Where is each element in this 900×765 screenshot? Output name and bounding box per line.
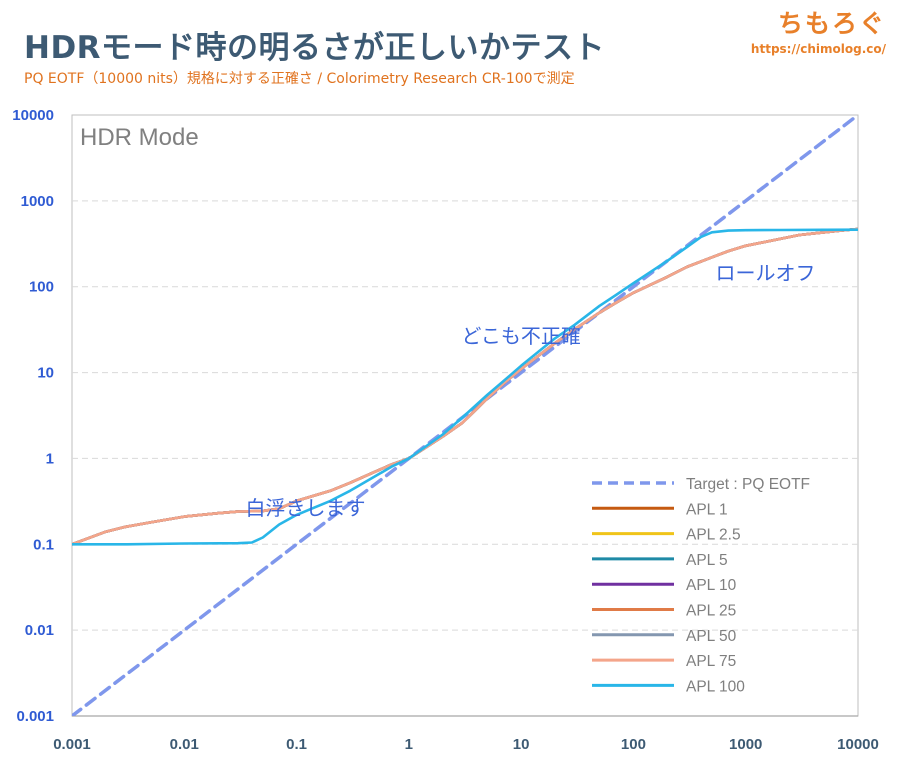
x-tick-label: 0.1 [286,736,307,753]
legend-label: APL 75 [686,653,736,670]
site-logo: ちもろぐ https://chimolog.co/ [751,4,886,56]
y-tick-label: 0.01 [25,622,54,639]
x-tick-label: 1000 [729,736,762,753]
y-tick-label: 10000 [12,107,54,124]
y-tick-label: 0.1 [33,536,54,553]
x-tick-label: 0.01 [170,736,199,753]
y-tick-label: 0.001 [16,708,54,725]
logo-name: ちもろぐ [777,9,886,38]
x-tick-label: 100 [621,736,646,753]
series-line-apl-100 [72,228,858,546]
y-tick-label: 10 [37,365,54,382]
legend-label: APL 1 [686,501,728,518]
y-tick-label: 1 [46,450,54,467]
legend-label: APL 5 [686,552,728,569]
annotation-label: どこも不正確 [461,325,580,348]
legend-label: APL 10 [686,577,737,594]
x-tick-label: 1 [405,736,413,753]
series-line-apl-75 [72,227,858,546]
y-tick-label: 1000 [21,193,54,210]
page-subtitle: PQ EOTF（10000 nits）規格に対する正確さ / Colorimet… [24,71,575,87]
y-tick-label: 100 [29,279,54,296]
legend-label: APL 100 [686,678,745,695]
x-tick-label: 0.001 [53,736,91,753]
logo-url: https://chimolog.co/ [750,42,886,56]
legend-label: APL 25 [686,603,736,620]
legend-label: APL 50 [686,628,737,645]
page-title: HDRモード時の明るさが正しいかテスト [24,30,606,66]
x-tick-label: 10 [513,736,530,753]
legend-label: APL 2.5 [686,527,741,544]
annotation-label: 白浮きします [245,497,365,520]
legend-label: Target : PQ EOTF [686,476,810,493]
x-tick-label: 10000 [837,736,879,753]
annotation-label: ロールオフ [715,263,815,285]
chart-title: HDR Mode [80,124,199,151]
